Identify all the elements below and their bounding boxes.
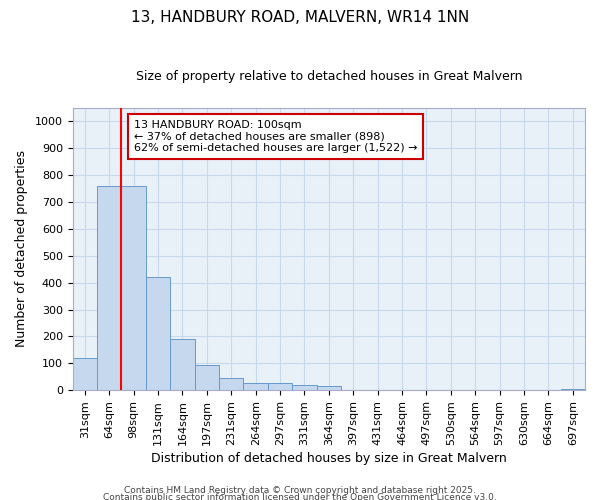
Bar bbox=[194, 364, 219, 390]
Bar bbox=[73, 358, 97, 390]
Bar bbox=[268, 384, 292, 390]
Bar bbox=[244, 384, 268, 390]
Bar bbox=[146, 277, 170, 390]
Bar bbox=[317, 386, 341, 390]
Bar bbox=[97, 186, 121, 390]
Text: Contains public sector information licensed under the Open Government Licence v3: Contains public sector information licen… bbox=[103, 494, 497, 500]
Bar bbox=[170, 339, 194, 390]
Bar bbox=[219, 378, 244, 390]
Text: 13 HANDBURY ROAD: 100sqm
← 37% of detached houses are smaller (898)
62% of semi-: 13 HANDBURY ROAD: 100sqm ← 37% of detach… bbox=[134, 120, 417, 153]
Y-axis label: Number of detached properties: Number of detached properties bbox=[15, 150, 28, 348]
Title: Size of property relative to detached houses in Great Malvern: Size of property relative to detached ho… bbox=[136, 70, 522, 83]
Bar bbox=[121, 186, 146, 390]
Bar bbox=[560, 389, 585, 390]
Text: Contains HM Land Registry data © Crown copyright and database right 2025.: Contains HM Land Registry data © Crown c… bbox=[124, 486, 476, 495]
X-axis label: Distribution of detached houses by size in Great Malvern: Distribution of detached houses by size … bbox=[151, 452, 507, 465]
Bar bbox=[292, 385, 317, 390]
Text: 13, HANDBURY ROAD, MALVERN, WR14 1NN: 13, HANDBURY ROAD, MALVERN, WR14 1NN bbox=[131, 10, 469, 25]
